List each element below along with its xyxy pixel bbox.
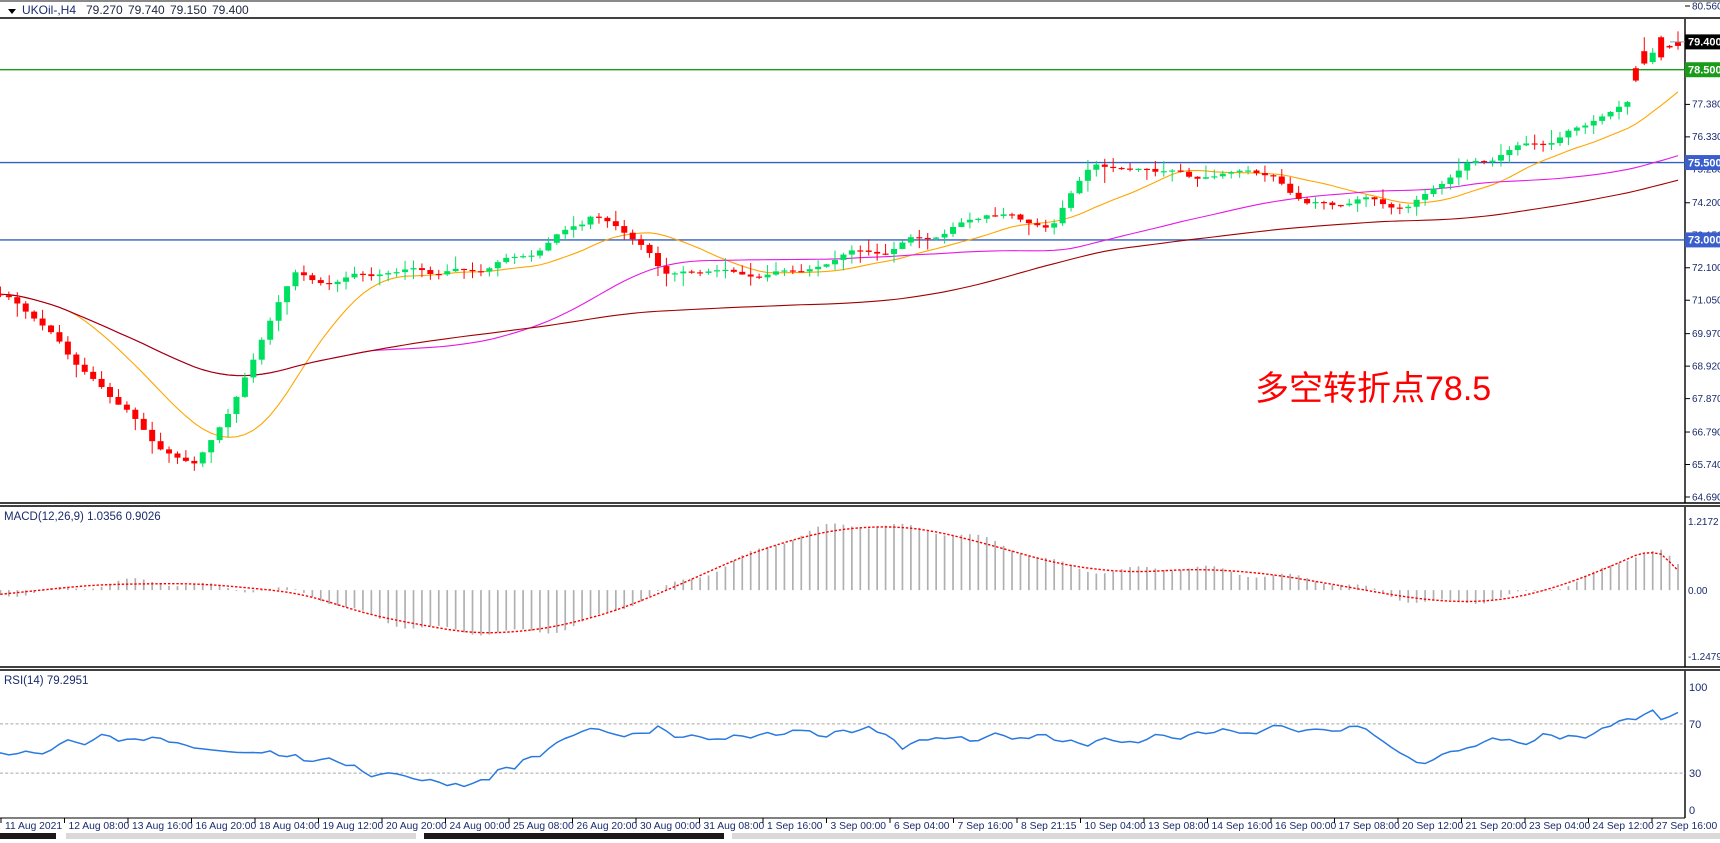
svg-text:12 Aug 08:00: 12 Aug 08:00 <box>69 821 130 832</box>
svg-text:64.690: 64.690 <box>1692 492 1720 503</box>
svg-text:-1.2479: -1.2479 <box>1688 652 1720 663</box>
svg-text:24 Aug 00:00: 24 Aug 00:00 <box>450 821 511 832</box>
svg-text:69.970: 69.970 <box>1692 329 1720 340</box>
svg-text:3 Sep 00:00: 3 Sep 00:00 <box>831 821 887 832</box>
svg-text:79.150: 79.150 <box>170 3 207 17</box>
svg-text:67.870: 67.870 <box>1692 394 1720 405</box>
svg-text:78.500: 78.500 <box>1688 64 1720 76</box>
svg-text:68.920: 68.920 <box>1692 361 1720 372</box>
svg-text:73.000: 73.000 <box>1688 235 1720 247</box>
svg-text:13 Sep 08:00: 13 Sep 08:00 <box>1148 821 1210 832</box>
svg-text:31 Aug 08:00: 31 Aug 08:00 <box>704 821 765 832</box>
svg-text:75.500: 75.500 <box>1688 157 1720 169</box>
svg-text:RSI(14) 79.2951: RSI(14) 79.2951 <box>4 675 88 687</box>
svg-text:17 Sep 08:00: 17 Sep 08:00 <box>1339 821 1401 832</box>
svg-text:79.740: 79.740 <box>128 3 165 17</box>
svg-text:8 Sep 21:15: 8 Sep 21:15 <box>1021 821 1077 832</box>
svg-text:27 Sep 16:00: 27 Sep 16:00 <box>1656 821 1718 832</box>
svg-text:16 Aug 20:00: 16 Aug 20:00 <box>196 821 257 832</box>
svg-text:7 Sep 16:00: 7 Sep 16:00 <box>958 821 1014 832</box>
svg-text:74.200: 74.200 <box>1692 198 1720 209</box>
svg-text:79.400: 79.400 <box>212 3 249 17</box>
svg-text:21 Sep 20:00: 21 Sep 20:00 <box>1466 821 1528 832</box>
svg-text:MACD(12,26,9) 1.0356 0.9026: MACD(12,26,9) 1.0356 0.9026 <box>4 511 161 523</box>
svg-text:79.270: 79.270 <box>86 3 123 17</box>
svg-text:1 Sep 16:00: 1 Sep 16:00 <box>767 821 823 832</box>
svg-text:0: 0 <box>1689 805 1695 817</box>
svg-text:10 Sep 04:00: 10 Sep 04:00 <box>1085 821 1147 832</box>
svg-text:80.560: 80.560 <box>1692 1 1720 12</box>
svg-text:26 Aug 20:00: 26 Aug 20:00 <box>577 821 638 832</box>
svg-text:16 Sep 00:00: 16 Sep 00:00 <box>1275 821 1337 832</box>
svg-text:13 Aug 16:00: 13 Aug 16:00 <box>132 821 193 832</box>
svg-text:11 Aug 2021: 11 Aug 2021 <box>5 821 62 832</box>
svg-text:25 Aug 08:00: 25 Aug 08:00 <box>513 821 574 832</box>
svg-text:0.00: 0.00 <box>1688 586 1708 597</box>
svg-text:30 Aug 00:00: 30 Aug 00:00 <box>640 821 701 832</box>
svg-text:14 Sep 16:00: 14 Sep 16:00 <box>1212 821 1274 832</box>
svg-text:24 Sep 12:00: 24 Sep 12:00 <box>1593 821 1655 832</box>
svg-text:79.400: 79.400 <box>1688 37 1720 49</box>
svg-text:20 Sep 12:00: 20 Sep 12:00 <box>1402 821 1464 832</box>
svg-text:66.790: 66.790 <box>1692 427 1720 438</box>
svg-text:20 Aug 20:00: 20 Aug 20:00 <box>386 821 447 832</box>
svg-text:6 Sep 04:00: 6 Sep 04:00 <box>894 821 950 832</box>
svg-text:18 Aug 04:00: 18 Aug 04:00 <box>259 821 320 832</box>
svg-text:70: 70 <box>1689 719 1701 731</box>
svg-text:多空转折点78.5: 多空转折点78.5 <box>1255 370 1491 408</box>
svg-text:UKOil-,H4: UKOil-,H4 <box>22 3 76 17</box>
svg-text:76.330: 76.330 <box>1692 132 1720 143</box>
svg-text:1.2172: 1.2172 <box>1688 517 1719 528</box>
svg-text:65.740: 65.740 <box>1692 460 1720 471</box>
svg-text:19 Aug 12:00: 19 Aug 12:00 <box>323 821 384 832</box>
svg-text:30: 30 <box>1689 768 1701 780</box>
svg-text:23 Sep 04:00: 23 Sep 04:00 <box>1529 821 1591 832</box>
svg-text:71.050: 71.050 <box>1692 296 1720 307</box>
svg-text:77.380: 77.380 <box>1692 100 1720 111</box>
svg-text:100: 100 <box>1689 682 1707 694</box>
svg-text:72.100: 72.100 <box>1692 263 1720 274</box>
